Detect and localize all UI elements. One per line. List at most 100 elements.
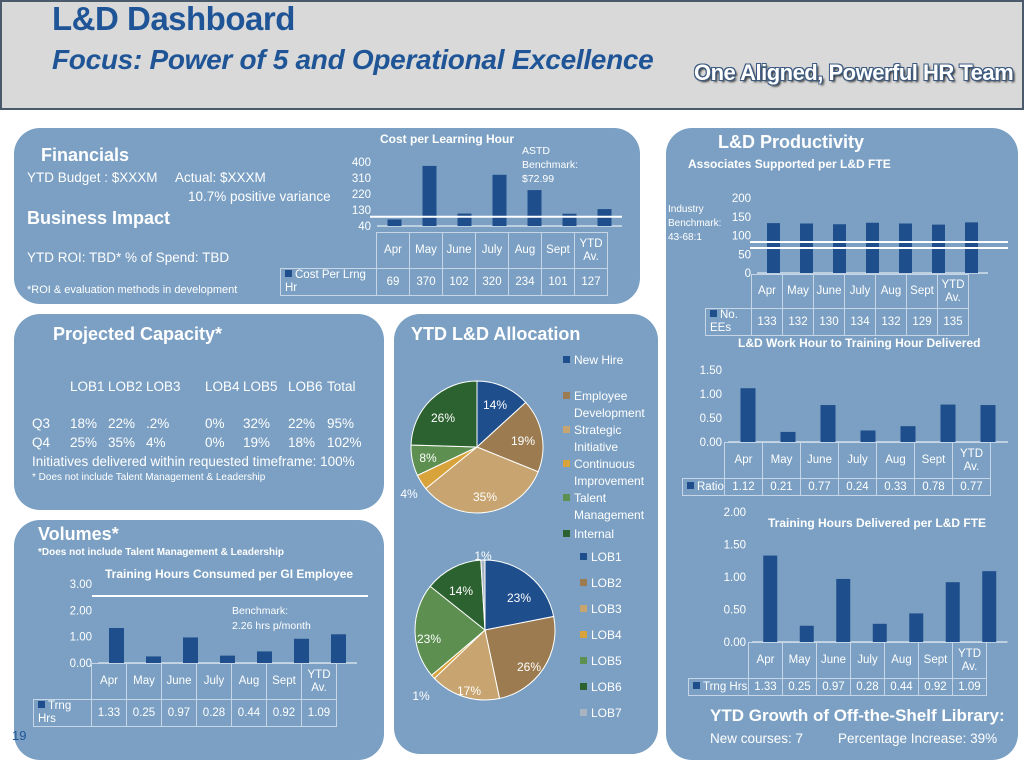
cap-q3-lob1: 18% — [70, 416, 98, 431]
data-value: 0.78 — [914, 478, 953, 496]
data-value: 1.09 — [301, 699, 337, 727]
category-label: YTD Av. — [937, 274, 969, 309]
legend-label: Continuous Improvement — [574, 457, 645, 488]
y-tick-label: 3.00 — [70, 579, 92, 591]
bar-july — [860, 430, 876, 442]
capacity-heading: Projected Capacity* — [53, 324, 223, 344]
category-label: Sept — [914, 442, 953, 479]
legend-item: LOB7 — [580, 706, 622, 720]
cap-col-lob1: LOB1 — [70, 379, 105, 394]
cap-q3-lob2: 22% — [108, 416, 136, 431]
bar-may — [146, 656, 161, 663]
bar-may — [799, 625, 814, 642]
data-value: 101 — [541, 268, 575, 296]
cost-chart-title: Cost per Learning Hour — [380, 132, 515, 146]
cap-col-lob3: LOB3 — [146, 379, 181, 394]
category-label: YTD Av. — [574, 232, 608, 269]
y-tick-label: 2.00 — [724, 507, 746, 519]
category-label: May — [409, 232, 443, 269]
legend-swatch — [580, 683, 587, 690]
pie-label: 23% — [417, 632, 441, 646]
data-value: 320 — [475, 268, 509, 296]
pie-slice-lob3 — [433, 629, 501, 701]
legend-label: LOB5 — [591, 654, 622, 668]
category-label: YTD Av. — [952, 442, 991, 479]
category-label: June — [800, 442, 839, 479]
legend-label: LOB2 — [591, 576, 622, 590]
table-corner — [281, 233, 377, 269]
legend-item: LOB3 — [580, 602, 622, 616]
y-tick-label: 0.00 — [700, 437, 722, 449]
pie-slice-new-hire — [476, 380, 527, 449]
cap-q4-lob4: 0% — [205, 435, 225, 450]
fte-data-table: Apr May June July Aug Sept YTD Av. No. EEs 133 132… — [705, 274, 969, 336]
table-corner — [34, 664, 92, 700]
category-label: June — [816, 642, 851, 679]
legend-label: LOB3 — [591, 602, 622, 616]
pie-label: 1% — [412, 689, 430, 703]
data-value: 1.09 — [952, 678, 987, 696]
legend-swatch — [580, 605, 587, 612]
category-label: July — [838, 442, 877, 479]
roi-footnote: *ROI & evaluation methods in development — [27, 284, 238, 296]
category-label: Sept — [906, 274, 938, 309]
bar-apr — [763, 555, 778, 642]
data-value: 0.21 — [762, 478, 801, 496]
data-value: 135 — [937, 308, 969, 336]
ytd-roi: YTD ROI: TBD* % of Spend: TBD — [27, 250, 230, 265]
initiatives-delivered: Initiatives delivered within requested t… — [32, 454, 355, 469]
pie-label: 26% — [517, 660, 541, 674]
financials-heading: Financials — [41, 145, 130, 165]
legend-label: New Hire — [574, 353, 624, 367]
legend-label: LOB4 — [591, 628, 622, 642]
category-label: May — [762, 442, 801, 479]
category-label: Sept — [266, 663, 302, 700]
percentage-increase: Percentage Increase: 39% — [838, 731, 998, 746]
allocation-heading: YTD L&D Allocation — [411, 324, 581, 344]
table-corner — [706, 275, 752, 309]
pie-slice-internal — [410, 380, 478, 448]
legend-label: Talent Management — [574, 491, 645, 522]
industry-benchmark-label: Industry Benchmark: 43-68:1 — [668, 204, 722, 243]
capacity-note: * Does not include Talent Management & L… — [32, 472, 266, 483]
category-label: Sept — [918, 642, 953, 679]
page-title: L&D Dashboard — [52, 0, 295, 37]
data-value: 0.92 — [266, 699, 302, 727]
pie-slice-strategic-initiative — [425, 446, 539, 514]
category-label: June — [161, 663, 197, 700]
legend-item: LOB4 — [580, 628, 622, 642]
table-corner — [683, 443, 725, 479]
bar-july — [220, 655, 235, 663]
y-tick-label: 1.00 — [70, 632, 92, 644]
ratio-data-table: Apr May June July Aug Sept YTD Av. Ratio 1.12 0.21… — [682, 442, 991, 496]
trng-emp-chart-title: Training Hours Consumed per GI Employee — [105, 567, 354, 581]
allocation-by-type-pie: 14% 19% 35% 4% 8% 26% — [400, 380, 544, 514]
data-value: 0.92 — [918, 678, 953, 696]
bar-apr — [109, 627, 124, 663]
bar-aug — [909, 613, 924, 642]
pie-slice-lob2 — [484, 615, 556, 700]
legend-swatch — [580, 631, 587, 638]
page-subtitle: Focus: Power of 5 and Operational Excell… — [52, 44, 654, 75]
y-tick-label: 400 — [352, 157, 371, 169]
y-tick-label: 200 — [732, 193, 751, 205]
pie-label: 14% — [449, 584, 473, 598]
cap-col-lob4: LOB4 — [205, 379, 240, 394]
category-label: Sept — [541, 232, 575, 269]
y-tick-label: 40 — [358, 221, 371, 233]
library-growth-heading: YTD Growth of Off-the-Shelf Library: — [710, 706, 1005, 725]
y-tick-label: 1.50 — [724, 540, 746, 552]
data-value: 0.28 — [196, 699, 232, 727]
category-label: July — [850, 642, 885, 679]
bar-aug — [257, 651, 272, 663]
pie-label: 1% — [474, 549, 492, 563]
y-tick-label: 50 — [738, 249, 751, 261]
bar-ytdav — [980, 405, 996, 442]
y-tick-label: 0 — [745, 268, 751, 280]
legend-swatch — [580, 709, 587, 716]
y-tick-label: 0.50 — [724, 605, 746, 617]
bar-may — [780, 431, 796, 442]
pie-slice-lob6 — [429, 559, 486, 632]
work-to-training-ratio-chart: 1.50 1.00 0.50 0.00 — [700, 365, 1008, 449]
legend-swatch — [563, 460, 570, 467]
